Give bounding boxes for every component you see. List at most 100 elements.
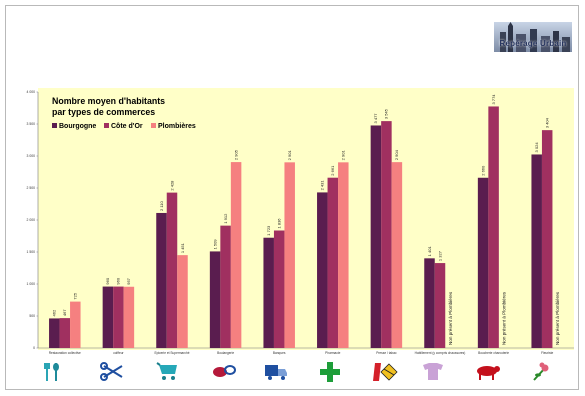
- y-tick-label: 2 500: [27, 186, 36, 190]
- bar-value-label: 2 901: [341, 150, 346, 161]
- category-label: Restauration collective: [49, 351, 81, 355]
- bar-value-label: 1 723: [266, 225, 271, 236]
- bar: [541, 130, 553, 348]
- y-tick-label: 4 000: [27, 90, 36, 94]
- bar: [531, 154, 542, 348]
- category-label: Banques: [273, 351, 286, 355]
- bar: [166, 192, 178, 348]
- tshirt-icon: [423, 363, 443, 380]
- bar-value-label: 3 024: [534, 142, 539, 153]
- bar-value-label: 1 327: [437, 250, 442, 261]
- bread-icon: [213, 365, 236, 377]
- bar: [113, 286, 124, 348]
- scissors-icon: [100, 362, 123, 381]
- logo-text: Repérage Urbain: [499, 39, 567, 48]
- bar: [102, 286, 114, 348]
- bar: [273, 230, 285, 348]
- money-truck-icon: [265, 365, 287, 380]
- city-skyline-icon: [494, 22, 572, 52]
- category-label: Habillement (y compris chaussures): [415, 351, 466, 355]
- legend-label: Bourgogne: [59, 123, 96, 130]
- bar: [317, 192, 328, 348]
- newspaper-tobacco-icon: [373, 363, 398, 381]
- y-tick-label: 3 500: [27, 122, 36, 126]
- pharmacy-cross-icon: [320, 362, 340, 382]
- bar: [477, 177, 489, 348]
- shopping-cart-icon: [156, 362, 177, 380]
- bar-value-label: 2 431: [320, 180, 325, 191]
- bar-value-label: 467: [62, 309, 67, 316]
- bar-value-label: 2 661: [330, 165, 335, 176]
- category-label: Fleuriste: [541, 351, 553, 355]
- bar-value-label: 2 110: [159, 200, 164, 210]
- bar-value-label: 1 509: [212, 239, 217, 250]
- bar: [338, 162, 349, 348]
- bar: [434, 263, 446, 348]
- legend-label: Côte d'Or: [111, 123, 143, 130]
- y-tick-label: 1 000: [27, 282, 36, 286]
- bar: [370, 125, 382, 348]
- cutlery-icon: [44, 363, 59, 381]
- bar-value-label: 1 401: [427, 246, 432, 257]
- category-label: Epicerie et Supermarché: [154, 351, 189, 355]
- bar-value-label: 725: [73, 292, 78, 299]
- not-present-label: Non présent à Plombières: [502, 291, 507, 345]
- y-tick-label: 500: [29, 314, 35, 318]
- legend-swatch: [151, 123, 156, 128]
- bar-value-label: 1 912: [223, 213, 228, 224]
- y-tick-label: 0: [33, 346, 35, 350]
- flower-icon: [533, 362, 549, 381]
- bar-value-label: 2 428: [169, 180, 174, 191]
- legend: Bourgogne Côte d'Or Plombières: [52, 123, 196, 130]
- bar: [156, 212, 167, 348]
- bar: [177, 255, 188, 348]
- bar: [391, 162, 403, 348]
- bar: [263, 237, 274, 348]
- bar: [123, 286, 135, 348]
- bar-value-label: 960: [105, 277, 110, 284]
- bar: [230, 162, 242, 348]
- bar-value-label: 3 404: [545, 117, 550, 128]
- bar-value-label: 1 451: [180, 242, 185, 253]
- bar: [381, 121, 392, 349]
- bar: [220, 225, 231, 348]
- category-label: Pharmacie: [325, 351, 340, 355]
- y-tick-labels: 0 500 1 000 1 500 2 000 2 500 3 000 3 500 4 000: [27, 90, 38, 350]
- bar-value-label: 1 836: [277, 218, 282, 229]
- bar-value-label: 3 477: [373, 113, 378, 124]
- bar-value-label: 3 545: [384, 108, 389, 119]
- bar-value-label: 2 905: [233, 149, 238, 160]
- legend-swatch: [104, 123, 109, 128]
- bar: [424, 258, 435, 348]
- chart-title-line-1: Nombre moyen d'habitants: [52, 96, 165, 106]
- bar-value-label: 957: [126, 277, 131, 284]
- bar-value-label: 2 901: [287, 150, 292, 161]
- category-label: coiffeur: [113, 351, 124, 355]
- bar: [49, 318, 60, 348]
- bar: [209, 251, 221, 348]
- bar-value-label: 3 774: [491, 94, 496, 105]
- bar-value-label: 960: [116, 277, 121, 284]
- category-label: Boulangerie: [217, 351, 234, 355]
- bar: [327, 177, 339, 348]
- legend-label: Plombières: [158, 123, 196, 130]
- bar: [70, 301, 81, 348]
- bars: 462 467 725 960 960 957 2 110 2 428 1 451 1 509 1 …: [49, 94, 560, 349]
- not-present-label: Non présent à Plombières: [555, 291, 560, 345]
- y-tick-label: 2 000: [27, 218, 36, 222]
- category-label: Boucherie charcuterie: [478, 351, 509, 355]
- bar: [284, 162, 295, 348]
- category-labels: Restauration collective coiffeur Epicerie …: [49, 351, 554, 355]
- chart-title-line-2: par types de commerces: [52, 107, 155, 117]
- category-label: Presse / tabac: [376, 351, 397, 355]
- bar-value-label: 2 904: [394, 149, 399, 160]
- cow-icon: [477, 366, 500, 380]
- y-tick-label: 1 500: [27, 250, 36, 254]
- not-present-label: Non présent à Plombières: [448, 291, 453, 345]
- legend-swatch: [52, 123, 57, 128]
- bar: [59, 318, 71, 348]
- bar: [488, 106, 499, 349]
- bar-value-label: 2 660: [480, 165, 485, 176]
